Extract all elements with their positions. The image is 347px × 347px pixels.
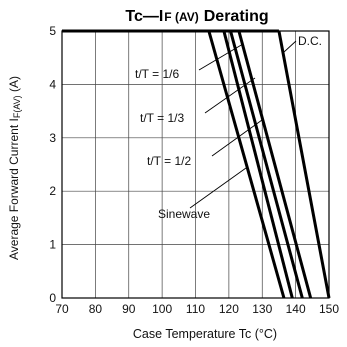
y-axis-label-sub: F(AV) (12, 95, 22, 118)
title-part-derating: Derating (204, 8, 269, 25)
title-part-if-sub: F (AV) (164, 10, 198, 24)
x-tick-label-5: 120 (219, 302, 239, 316)
annotation-leader-1 (211, 119, 263, 157)
series-line-2 (229, 30, 304, 299)
title-part-if: I (159, 8, 163, 25)
annotations: Sinewave t/T = 1/2 t/T = 1/3 t/T = 1/6 D.C. (135, 34, 322, 221)
annotation-leader-4 (283, 40, 297, 53)
tick-labels: 70 80 90 100 110 120 130 140 150 0 1 2 3 4 5 (49, 24, 339, 316)
annotation-label-4: D.C. (298, 34, 322, 48)
chart-title: Tc—IF (AV) Derating (125, 8, 268, 25)
x-tick-label-2: 90 (122, 302, 136, 316)
x-tick-label-7: 140 (286, 302, 306, 316)
y-tick-label-5: 5 (49, 24, 56, 38)
annotation-label-0: Sinewave (158, 207, 210, 221)
annotation-leader-3 (198, 43, 244, 71)
x-axis-label: Case Temperature Tc (°C) (133, 327, 277, 341)
annotation-label-1: t/T = 1/2 (147, 154, 191, 168)
title-part-tc: Tc (125, 8, 143, 25)
y-axis-label-main: Average Forward Current I (7, 118, 21, 260)
annotation-leader-2 (204, 77, 256, 114)
annotation-label-2: t/T = 1/3 (140, 111, 184, 125)
series-lines (62, 29, 331, 299)
x-tick-label-4: 110 (186, 302, 205, 316)
y-tick-label-0: 0 (49, 291, 56, 305)
x-tick-label-8: 150 (319, 302, 339, 316)
y-tick-label-2: 2 (49, 184, 56, 198)
annotation-label-3: t/T = 1/6 (135, 67, 179, 81)
series-line-1 (222, 30, 294, 299)
y-axis-label: Average Forward Current IF(AV) (A) (7, 76, 22, 260)
x-tick-label-0: 70 (55, 302, 69, 316)
series-line-0 (207, 30, 286, 299)
title-dash: — (143, 8, 159, 25)
y-tick-label-3: 3 (49, 131, 56, 145)
x-tick-label-3: 100 (152, 302, 172, 316)
series-line-3 (237, 30, 313, 299)
annotation-leader-0 (189, 167, 247, 209)
x-tick-label-6: 130 (252, 302, 272, 316)
grid (61, 30, 330, 299)
series-line-4 (277, 30, 331, 299)
y-tick-label-4: 4 (49, 77, 56, 91)
y-axis-label-unit: (A) (7, 76, 21, 95)
y-tick-label-1: 1 (49, 238, 56, 252)
x-tick-label-1: 80 (89, 302, 103, 316)
